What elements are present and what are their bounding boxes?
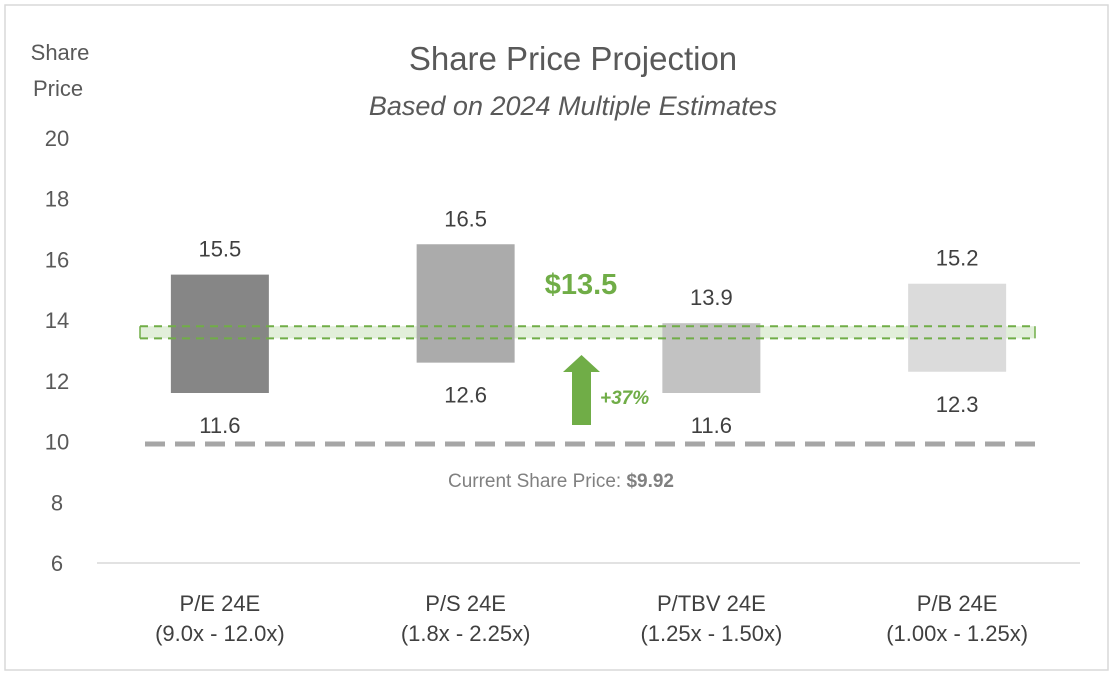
x-category-label: P/E 24E <box>180 591 261 616</box>
low-label: 11.6 <box>199 413 240 438</box>
y-tick-label: 16 <box>45 247 69 272</box>
current-price-label: Current Share Price: $9.92 <box>448 471 674 492</box>
y-tick-label: 20 <box>45 126 69 151</box>
x-category-label: P/S 24E <box>425 591 506 616</box>
chart-title: Share Price Projection <box>409 40 737 77</box>
x-category-range: (1.8x - 2.25x) <box>401 621 531 646</box>
range-bar <box>662 323 761 393</box>
low-label: 12.6 <box>444 383 487 408</box>
x-category-range: (1.25x - 1.50x) <box>640 621 782 646</box>
target-band <box>140 326 1035 339</box>
upside-label: +37% <box>600 388 649 409</box>
range-bar <box>170 274 269 393</box>
x-category-range: (1.00x - 1.25x) <box>886 621 1028 646</box>
x-category-label: P/TBV 24E <box>657 591 766 616</box>
y-tick-label: 6 <box>51 551 63 576</box>
y-tick-label: 14 <box>45 308 69 333</box>
low-label: 12.3 <box>936 392 979 417</box>
x-category-range: (9.0x - 12.0x) <box>155 621 285 646</box>
high-label: 13.9 <box>690 285 733 310</box>
y-tick-label: 18 <box>45 187 69 212</box>
target-price-label: $13.5 <box>545 269 618 301</box>
range-bar <box>908 283 1007 372</box>
up-arrow-icon <box>563 355 600 425</box>
high-label: 16.5 <box>444 206 487 231</box>
high-label: 15.2 <box>936 246 979 271</box>
y-tick-label: 10 <box>45 430 69 455</box>
y-tick-label: 12 <box>45 369 69 394</box>
high-label: 15.5 <box>198 237 241 262</box>
y-axis-label: Share Price <box>31 40 90 101</box>
low-label: 11.6 <box>691 413 732 438</box>
chart-subtitle: Based on 2024 Multiple Estimates <box>369 91 777 121</box>
y-tick-label: 8 <box>51 490 63 515</box>
x-category-label: P/B 24E <box>917 591 998 616</box>
range-bar <box>416 244 515 363</box>
